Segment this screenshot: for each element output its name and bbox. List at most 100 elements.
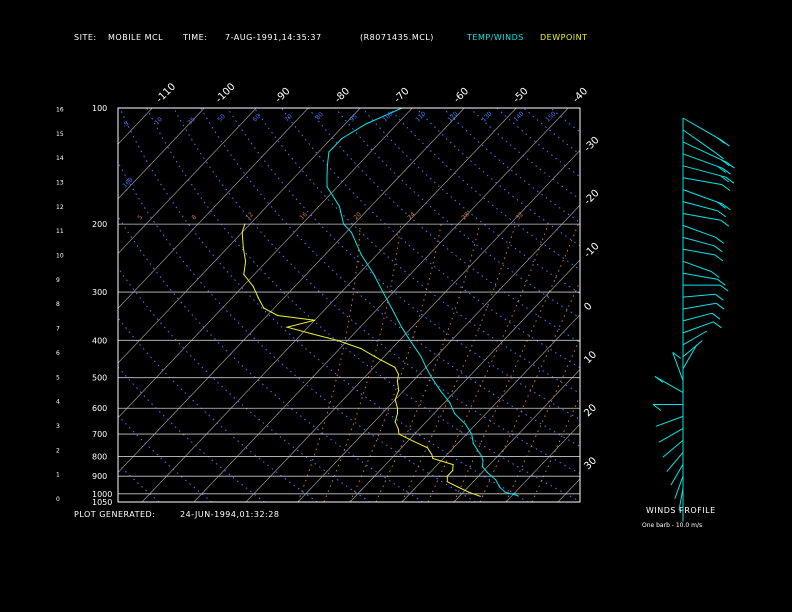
moist-adiabat-label: 28 <box>460 211 470 221</box>
wind-barb-flag <box>715 236 725 244</box>
height-tick-label: 0 <box>56 496 60 503</box>
isotherm-line <box>118 108 257 255</box>
pressure-label: 1000 <box>92 490 112 499</box>
right-temp-label: 0 <box>582 301 594 313</box>
wind-barb <box>682 321 714 334</box>
wind-barb <box>682 340 703 358</box>
wind-barb <box>672 352 684 381</box>
wind-barb-flag <box>720 175 730 183</box>
wind-barb <box>682 260 712 272</box>
height-tick-label: 14 <box>56 155 64 162</box>
dry-adiabat-label: 35 <box>186 116 196 126</box>
wind-barb <box>682 344 698 369</box>
dewpoint-point <box>243 273 245 275</box>
dry-adiabat-label: 50 <box>216 113 226 123</box>
height-tick-label: 4 <box>56 399 60 406</box>
pressure-label: 800 <box>92 452 107 461</box>
wind-barb <box>658 427 684 443</box>
dewpoint-point <box>457 486 459 488</box>
dewpoint-point <box>314 319 316 321</box>
dewpoint-point <box>452 469 454 472</box>
isotherm-line <box>193 108 569 502</box>
wind-barb <box>682 129 716 154</box>
dry-adiabat-label: 110 <box>414 110 427 123</box>
dry-adiabat-label: -5 <box>121 120 130 129</box>
temperature-point <box>464 423 467 425</box>
wind-barb <box>682 153 723 169</box>
top-temp-label: -100 <box>214 81 238 105</box>
moist-adiabat-label: 24 <box>406 211 416 221</box>
dry-adiabat-label: 120 <box>446 110 459 123</box>
height-tick-label: 1 <box>56 472 60 479</box>
wind-barb <box>682 141 727 163</box>
height-tick-label: 8 <box>56 301 60 308</box>
temperature-point <box>431 377 433 379</box>
temperature-point <box>481 455 483 457</box>
dry-adiabat <box>200 108 580 447</box>
wind-barb <box>674 475 684 499</box>
isotherms <box>0 108 792 502</box>
wind-barb <box>682 312 713 322</box>
wind-barb-flag <box>715 302 725 310</box>
dewpoint-point <box>241 231 243 233</box>
plot-frame <box>117 107 581 503</box>
isotherm-line <box>0 108 100 502</box>
dewpoint-point <box>245 260 247 263</box>
temperature-point <box>326 163 329 165</box>
dry-adiabat <box>118 267 371 502</box>
temperature-line <box>326 108 518 496</box>
wind-barb <box>682 177 723 186</box>
wind-barb-flag <box>720 159 730 167</box>
wind-barb-flag <box>722 167 731 175</box>
isotherm-line <box>505 423 580 502</box>
dry-adiabat <box>442 108 580 224</box>
dewpoint-point <box>396 380 398 382</box>
wind-barb-flag <box>719 284 729 292</box>
wind-barb-flag <box>713 245 723 253</box>
wind-barb <box>682 272 718 280</box>
wind-barb <box>682 189 723 205</box>
temperature-point <box>341 138 343 140</box>
temperature-point <box>476 449 478 451</box>
winds-profile-panel <box>652 117 735 522</box>
wind-barb <box>682 302 717 310</box>
dewpoint-point <box>394 399 396 401</box>
dewpoint-point <box>398 433 400 435</box>
wind-barb <box>682 201 718 212</box>
dewpoint-point <box>252 285 254 287</box>
wind-barb-flag <box>722 203 731 211</box>
height-tick-label: 15 <box>56 131 64 138</box>
plot-generated-value: 24-JUN-1994,01:32:28 <box>180 510 280 519</box>
wind-barb <box>670 463 684 486</box>
height-tick-label: 2 <box>56 447 60 454</box>
temperature-point <box>338 205 341 208</box>
wind-barb-flag <box>713 321 722 329</box>
height-tick-label: 7 <box>56 326 60 333</box>
dry-adiabat-label: 130 <box>480 110 493 123</box>
isotherm-line <box>453 368 580 502</box>
dry-adiabat <box>227 108 580 421</box>
moist-adiabat <box>453 223 579 502</box>
top-temp-label: -110 <box>154 81 178 105</box>
moist-adiabat <box>297 224 361 502</box>
temperature-point <box>495 479 497 481</box>
temperature-point <box>472 442 474 444</box>
moist-adiabat <box>375 223 481 502</box>
temperature-point <box>420 355 422 357</box>
moist-adiabat <box>401 223 516 502</box>
right-temp-label: 10 <box>582 349 599 366</box>
dry-adiabat <box>496 108 580 178</box>
pressure-label: 400 <box>92 336 107 345</box>
isotherm-line <box>610 108 792 502</box>
isotherm-line <box>118 108 205 200</box>
temperature-point <box>401 326 403 328</box>
temperature-point <box>481 466 483 468</box>
temperature-point <box>409 339 411 341</box>
temperature-point <box>504 491 506 493</box>
isotherm-line <box>557 478 580 502</box>
wind-barb-flag <box>710 271 720 278</box>
height-tick-label: 13 <box>56 179 64 186</box>
dry-adiabat-label: 160 <box>121 176 134 189</box>
dewpoint-point <box>394 421 396 423</box>
dry-adiabats <box>118 108 580 502</box>
